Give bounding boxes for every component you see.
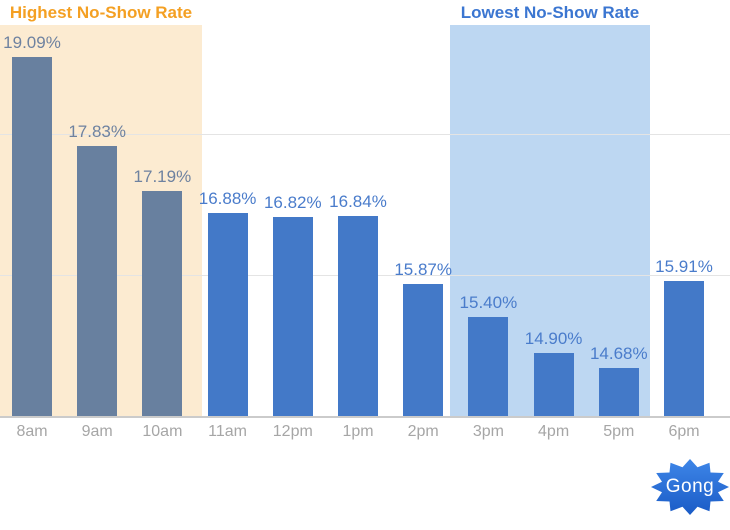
- bar-value-label-4pm: 14.90%: [524, 328, 583, 348]
- x-axis-label-11am: 11am: [208, 423, 248, 440]
- bar-2pm: [403, 284, 444, 416]
- x-axis-label-2pm: 2pm: [407, 423, 439, 440]
- x-axis-label-9am: 9am: [81, 423, 113, 440]
- gridline: [0, 134, 730, 135]
- bar-12pm: [272, 217, 313, 416]
- bar-5pm: [598, 368, 639, 416]
- gong-logo: Gong: [651, 459, 729, 515]
- bar-value-label-10am: 17.19%: [133, 167, 192, 187]
- annotation-title-highest: Highest No-Show Rate: [9, 3, 193, 22]
- gong-logo-text: Gong: [665, 476, 715, 497]
- bar-1pm: [338, 215, 378, 416]
- bar-value-label-9am: 17.83%: [68, 121, 127, 141]
- x-axis-line: [0, 416, 730, 418]
- bar-value-label-1pm: 16.84%: [329, 191, 387, 211]
- bar-value-label-8am: 19.09%: [3, 33, 61, 53]
- x-axis-label-4pm: 4pm: [538, 423, 570, 440]
- bar-6pm: [664, 281, 704, 416]
- bar-4pm: [533, 352, 574, 416]
- bar-3pm: [468, 317, 509, 416]
- bar-value-label-12pm: 16.82%: [263, 193, 322, 213]
- bar-9am: [77, 145, 118, 416]
- x-axis-label-3pm: 3pm: [472, 423, 504, 440]
- x-axis-label-1pm: 1pm: [342, 423, 374, 440]
- annotation-title-lowest: Lowest No-Show Rate: [460, 3, 640, 22]
- bar-10am: [142, 191, 183, 416]
- bar-value-label-2pm: 15.87%: [394, 260, 453, 280]
- bar-8am: [12, 57, 52, 416]
- bar-value-label-3pm: 15.40%: [459, 293, 518, 313]
- bar-11am: [207, 212, 248, 416]
- x-axis-label-10am: 10am: [142, 423, 183, 440]
- x-axis-label-12pm: 12pm: [272, 423, 313, 440]
- bar-value-label-11am: 16.88%: [198, 188, 257, 208]
- x-axis-label-5pm: 5pm: [603, 423, 635, 440]
- gong-starburst-icon: [651, 459, 729, 515]
- bar-value-label-5pm: 14.68%: [589, 344, 648, 364]
- x-axis-label-8am: 8am: [16, 423, 48, 440]
- x-axis-label-6pm: 6pm: [668, 423, 700, 440]
- bar-value-label-6pm: 15.91%: [655, 257, 713, 277]
